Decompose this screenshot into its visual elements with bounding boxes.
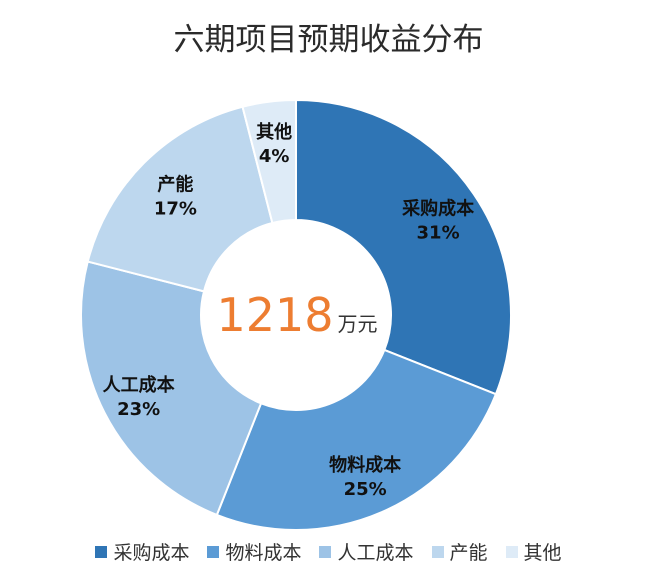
legend-swatch [431,545,444,558]
legend-label: 其他 [523,542,562,564]
legend: 采购成本 物料成本 人工成本 产能 其他 [0,538,657,565]
legend-item-other: 其他 [505,538,562,565]
slice-value-other: 4% [259,146,290,167]
slice-value-capacity: 17% [154,198,197,219]
chart-title: 六期项目预期收益分布 [173,22,484,58]
slice-label-other: 其他 [256,121,292,143]
legend-label: 物料成本 [225,542,302,564]
slice-value-material: 25% [344,479,387,500]
slice-label-labor: 人工成本 [103,374,175,396]
slice-procurement [295,98,512,396]
legend-swatch [505,545,518,558]
center-total-label: 1218 万元 [216,288,377,342]
slice-label-capacity: 产能 [157,173,193,195]
legend-swatch [207,545,220,558]
legend-item-capacity: 产能 [431,538,488,565]
slice-value-procurement: 31% [417,222,460,243]
slice-label-material: 物料成本 [329,454,401,476]
legend-item-material: 物料成本 [207,538,301,565]
legend-item-procurement: 采购成本 [95,538,189,565]
slice-other [241,98,297,225]
slice-material [215,348,498,531]
slice-labor [80,260,263,517]
slice-capacity [86,105,274,293]
slice-value-labor: 23% [117,399,160,420]
slice-label-procurement: 采购成本 [401,197,474,219]
legend-swatch [319,545,332,558]
legend-label: 产能 [449,542,488,564]
legend-item-labor: 人工成本 [319,538,414,565]
legend-label: 采购成本 [113,542,190,564]
center-total-unit: 万元 [338,312,378,336]
legend-swatch [95,545,108,558]
center-total-value: 1218 [216,288,333,342]
legend-label: 人工成本 [337,542,414,564]
